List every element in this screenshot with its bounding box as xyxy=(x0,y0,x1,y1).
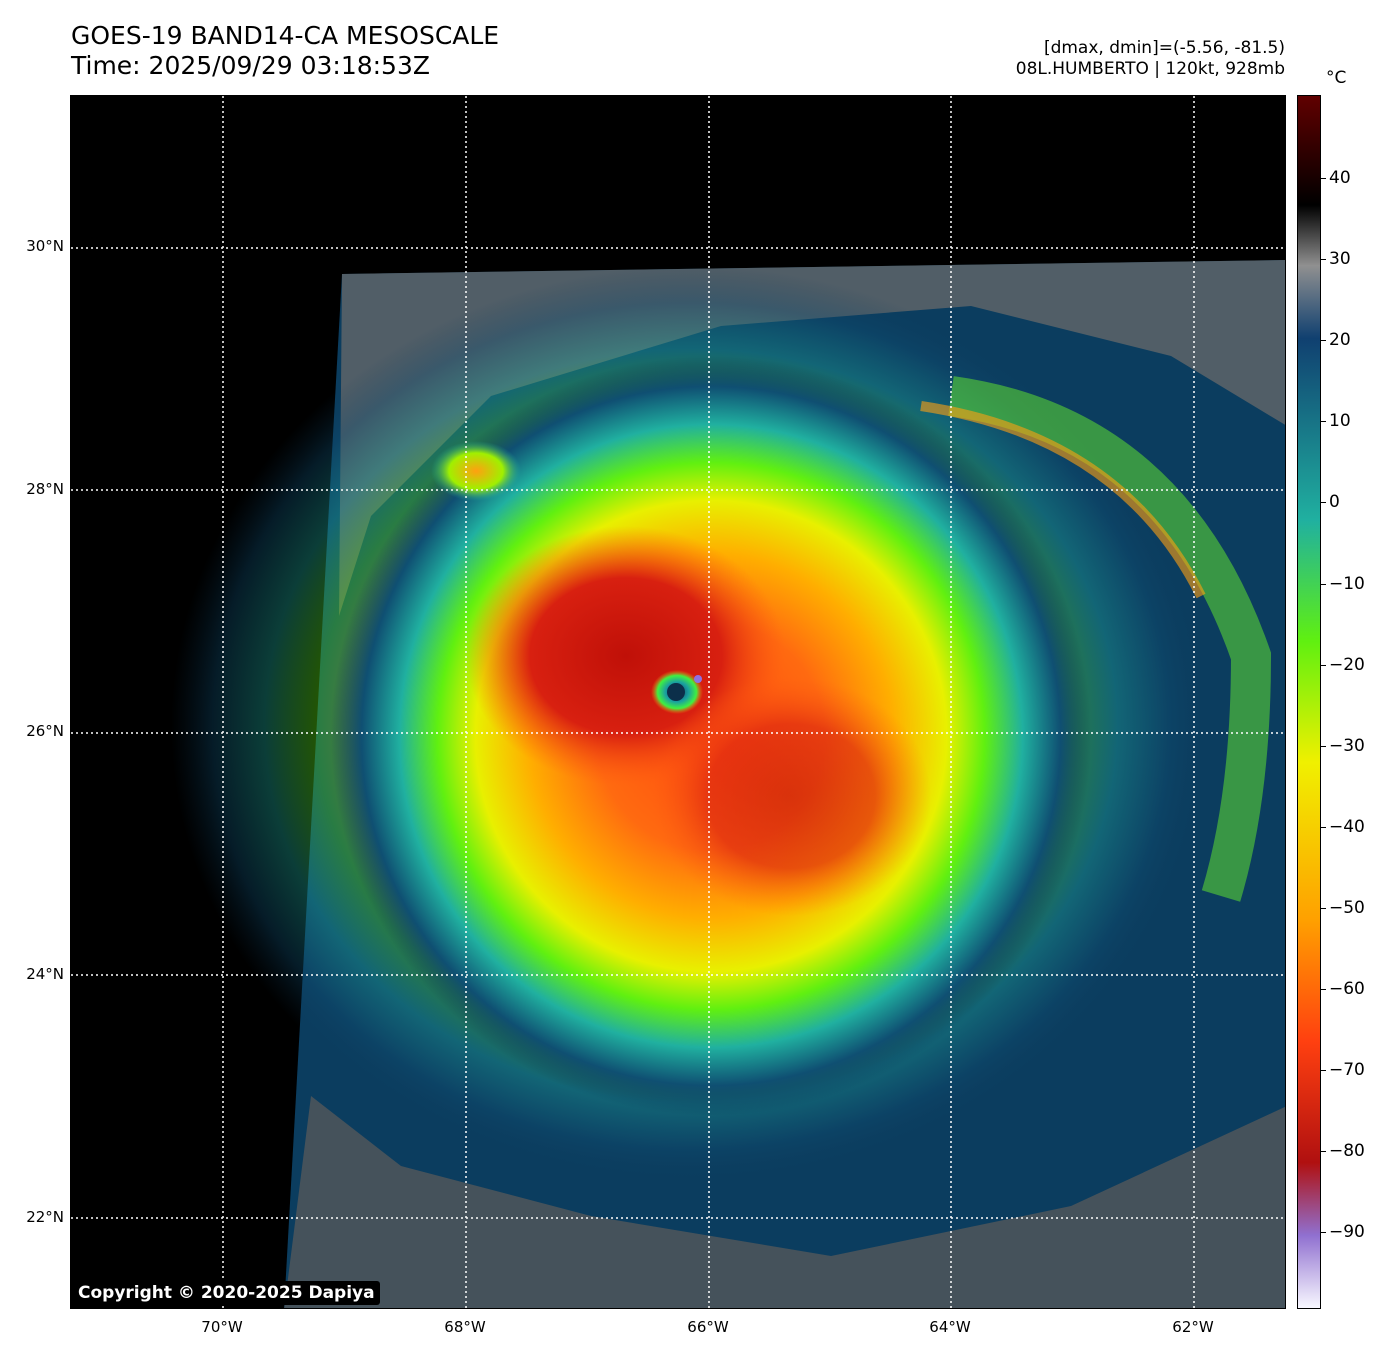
lon-label-66w: 66°W xyxy=(687,1318,729,1336)
colorbar-tick xyxy=(1321,826,1326,828)
colorbar-tick xyxy=(1321,583,1326,585)
lat-label-24n: 24°N xyxy=(26,965,64,983)
colorbar-tick xyxy=(1321,1070,1326,1072)
colorbar-tick-label: 0 xyxy=(1329,492,1340,513)
colorbar-tick xyxy=(1321,1232,1326,1234)
colorbar-tick xyxy=(1321,745,1326,747)
colorbar-tick-label: −40 xyxy=(1329,816,1365,837)
colorbar-tick-label: −20 xyxy=(1329,654,1365,675)
ir-imagery xyxy=(71,96,1285,1308)
colorbar xyxy=(1297,95,1321,1309)
lat-label-22n: 22°N xyxy=(26,1208,64,1226)
colorbar-tick-label: 20 xyxy=(1329,330,1351,351)
gridlines xyxy=(71,96,1285,1308)
colorbar-tick-label: 30 xyxy=(1329,249,1351,270)
colorbar-unit: °C xyxy=(1326,68,1347,88)
colorbar-tick-label: −70 xyxy=(1329,1060,1365,1081)
title: GOES-19 BAND14-CA MESOSCALE xyxy=(71,21,500,50)
dmax-dmin-label: [dmax, dmin]=(-5.56, -81.5) xyxy=(1043,38,1285,58)
colorbar-tick xyxy=(1321,989,1326,990)
lon-label-64w: 64°W xyxy=(929,1318,971,1336)
colorbar-tick xyxy=(1321,340,1326,342)
lat-label-30n: 30°N xyxy=(26,237,64,255)
lon-label-70w: 70°W xyxy=(201,1318,243,1336)
satellite-map xyxy=(70,95,1286,1309)
timestamp: Time: 2025/09/29 03:18:53Z xyxy=(71,51,430,80)
colorbar-tick xyxy=(1321,259,1326,261)
colorbar-tick xyxy=(1321,421,1326,423)
copyright-label: Copyright © 2020-2025 Dapiya xyxy=(73,1281,380,1305)
lon-label-68w: 68°W xyxy=(444,1318,486,1336)
storm-info-label: 08L.HUMBERTO | 120kt, 928mb xyxy=(1015,59,1285,79)
colorbar-tick xyxy=(1321,178,1326,179)
lon-label-62w: 62°W xyxy=(1172,1318,1214,1336)
colorbar-tick-label: 10 xyxy=(1329,411,1351,432)
colorbar-tick xyxy=(1321,907,1326,909)
colorbar-tick xyxy=(1321,664,1326,666)
lat-label-28n: 28°N xyxy=(26,480,64,498)
colorbar-tick-label: −80 xyxy=(1329,1141,1365,1162)
colorbar-tick-label: 40 xyxy=(1329,168,1351,188)
colorbar-tick xyxy=(1321,502,1326,504)
colorbar-tick xyxy=(1321,1151,1326,1153)
colorbar-tick-label: −50 xyxy=(1329,897,1365,918)
colorbar-tick-label: −30 xyxy=(1329,735,1365,756)
lat-label-26n: 26°N xyxy=(26,722,64,740)
colorbar-tick-label: −10 xyxy=(1329,573,1365,594)
colorbar-tick-label: −90 xyxy=(1329,1222,1365,1243)
colorbar-tick-label: −60 xyxy=(1329,979,1365,999)
